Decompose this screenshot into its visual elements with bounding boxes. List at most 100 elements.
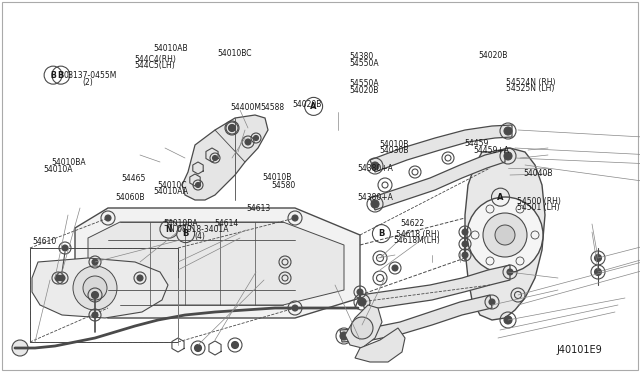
Polygon shape [370,150,505,210]
Text: 54550A: 54550A [349,59,379,68]
Circle shape [507,269,513,275]
Circle shape [371,200,379,208]
Text: (4): (4) [195,232,205,241]
Circle shape [595,269,602,276]
Polygon shape [32,258,168,318]
Text: 54525N (LH): 54525N (LH) [506,84,554,93]
Circle shape [462,252,468,258]
Text: B: B [58,71,64,80]
Circle shape [62,245,68,251]
Circle shape [73,266,117,310]
Text: 54400M: 54400M [230,103,261,112]
Text: N 08918-3401A: N 08918-3401A [169,225,228,234]
Polygon shape [345,305,382,348]
Text: 54618M(LH): 54618M(LH) [394,236,440,245]
Circle shape [92,259,98,265]
Circle shape [137,275,143,281]
Circle shape [253,135,259,141]
Circle shape [504,152,512,160]
Text: A: A [310,102,317,111]
Text: 54010C: 54010C [157,181,187,190]
Circle shape [83,276,107,300]
Circle shape [195,344,202,352]
Circle shape [292,215,298,221]
Circle shape [495,225,515,245]
Circle shape [595,254,602,262]
Circle shape [462,229,468,235]
Circle shape [55,275,61,281]
Polygon shape [182,115,268,200]
Text: B: B [182,229,189,238]
Circle shape [292,305,298,311]
Circle shape [105,215,111,221]
Text: 54459: 54459 [465,139,489,148]
Circle shape [358,298,366,306]
Circle shape [105,305,111,311]
Circle shape [212,155,218,160]
Text: 54060B: 54060B [115,193,145,202]
Polygon shape [355,328,405,362]
Text: 54622: 54622 [400,219,424,228]
Circle shape [92,312,98,318]
Text: 54380: 54380 [349,52,374,61]
Text: 54010AB: 54010AB [154,44,188,53]
Text: 54020B: 54020B [292,100,322,109]
Text: 54459+A: 54459+A [474,146,509,155]
Circle shape [229,125,235,131]
Circle shape [232,341,239,349]
Circle shape [12,340,28,356]
Text: 54010BC: 54010BC [218,49,252,58]
Polygon shape [75,208,360,318]
Text: B: B [51,71,56,80]
Circle shape [228,125,236,131]
Text: 54030B: 54030B [379,146,408,155]
Circle shape [340,332,348,340]
Circle shape [504,127,512,135]
Circle shape [92,292,99,298]
Text: 54610: 54610 [32,237,56,246]
Text: 54580: 54580 [271,181,296,190]
Text: J40101E9: J40101E9 [557,345,602,355]
Polygon shape [370,125,512,172]
Circle shape [351,317,373,339]
Text: 54010B: 54010B [262,173,292,182]
Polygon shape [465,148,545,320]
Text: 54010AA: 54010AA [154,187,189,196]
Text: 54550A: 54550A [349,79,379,88]
Circle shape [483,213,527,257]
Polygon shape [340,295,492,342]
Text: 54524N (RH): 54524N (RH) [506,78,555,87]
Text: 544C5(LH): 544C5(LH) [134,61,175,70]
Text: 54588: 54588 [260,103,285,112]
Text: (2): (2) [82,78,93,87]
Text: 54040B: 54040B [524,169,553,178]
Circle shape [467,197,543,273]
Circle shape [195,183,200,187]
Circle shape [462,241,468,247]
Circle shape [371,162,379,170]
Text: 54614: 54614 [214,219,239,228]
Text: 54380+A: 54380+A [357,193,393,202]
Text: 54020B: 54020B [479,51,508,60]
Polygon shape [88,222,344,305]
Circle shape [392,265,398,271]
Text: 54500 (RH): 54500 (RH) [517,197,561,206]
Circle shape [504,316,512,324]
Text: 54501 (LH): 54501 (LH) [517,203,560,212]
Text: 54020B: 54020B [349,86,379,94]
Text: 54010B: 54010B [379,140,408,149]
Text: 54613: 54613 [246,204,271,213]
Text: A: A [497,193,504,202]
Polygon shape [360,265,510,310]
Text: 54010BA: 54010BA [51,158,86,167]
Circle shape [245,139,251,145]
Text: 0B137-0455M: 0B137-0455M [64,71,117,80]
Text: 54618 (RH): 54618 (RH) [396,230,439,239]
Circle shape [59,275,65,281]
Text: 544C4(RH): 544C4(RH) [134,55,176,64]
Text: 54380+A: 54380+A [357,164,393,173]
Circle shape [489,299,495,305]
Text: 54465: 54465 [122,174,146,183]
Text: 54010A: 54010A [44,165,73,174]
Circle shape [357,289,363,295]
